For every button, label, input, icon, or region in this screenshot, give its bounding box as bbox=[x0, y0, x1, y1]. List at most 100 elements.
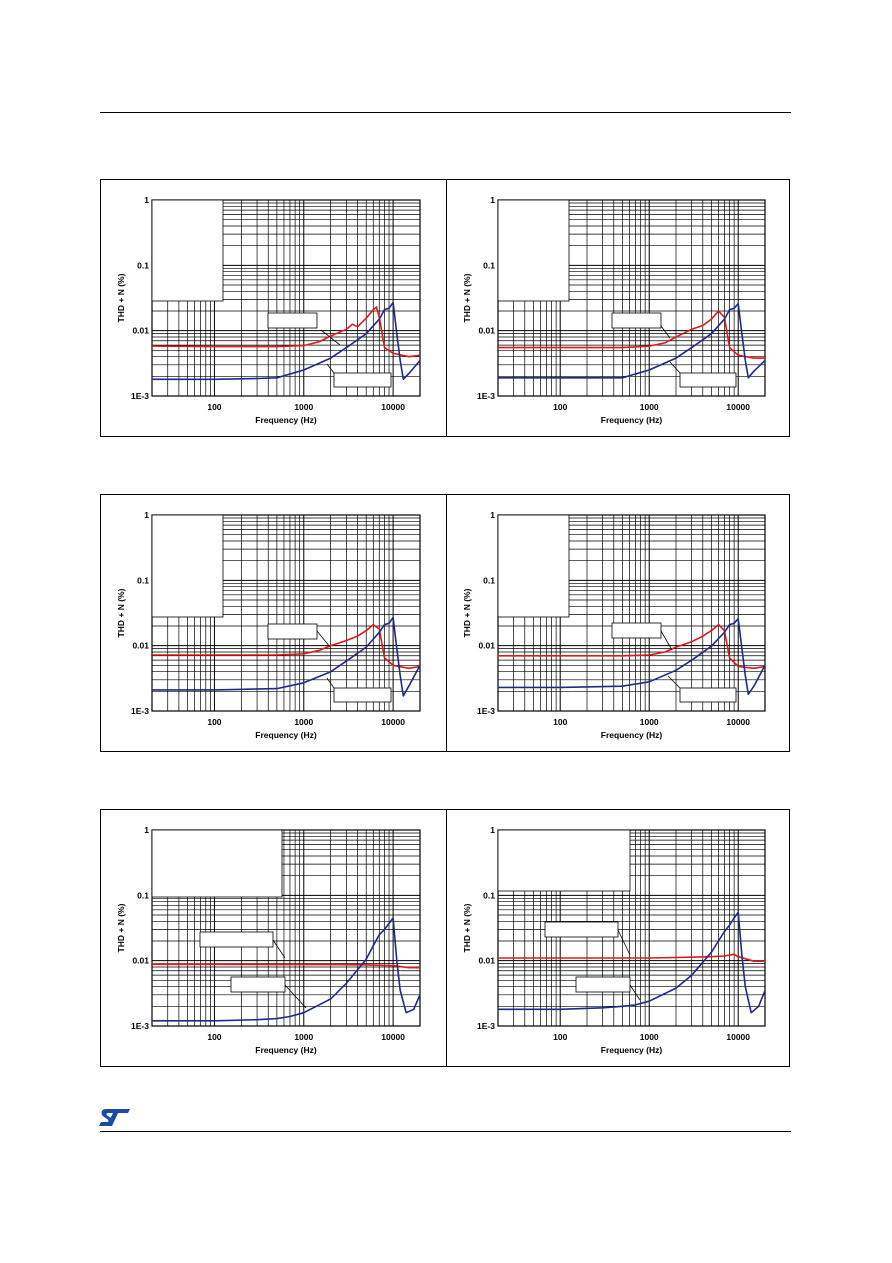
series-line-red bbox=[498, 623, 766, 670]
curve-label-leader bbox=[617, 929, 631, 956]
y-tick-label: 0.01 bbox=[132, 641, 149, 651]
thd-chart-2: 100 1000 10000 1E-3 0.01 0.1 1 Frequency (Hz) TH… bbox=[462, 195, 766, 425]
chart-row-divider bbox=[446, 810, 447, 1066]
y-axis-label: THD + N (%) bbox=[116, 273, 126, 322]
x-tick-label: 100 bbox=[207, 1032, 221, 1042]
plot-border bbox=[497, 829, 766, 1027]
curve-label-box bbox=[611, 312, 662, 329]
x-tick-label: 10000 bbox=[726, 717, 750, 727]
series-line-red bbox=[152, 623, 421, 670]
footer-rule bbox=[100, 1131, 791, 1132]
curve-label-box bbox=[199, 931, 274, 948]
y-axis-label: THD + N (%) bbox=[116, 903, 126, 952]
y-tick-label: 0.01 bbox=[478, 641, 495, 651]
curve-label-box bbox=[544, 921, 619, 938]
st-logo-icon bbox=[99, 1109, 130, 1126]
legend-box bbox=[151, 199, 224, 302]
curve-label-leader bbox=[272, 939, 286, 959]
x-tick-label: 100 bbox=[207, 402, 221, 412]
y-tick-label: 1E-3 bbox=[131, 1021, 149, 1031]
curve-label-leader bbox=[667, 675, 681, 689]
x-tick-label: 100 bbox=[207, 717, 221, 727]
x-tick-label: 10000 bbox=[381, 402, 405, 412]
curve-label-box bbox=[575, 976, 631, 993]
x-tick-label: 1000 bbox=[294, 1032, 313, 1042]
x-axis-label: Frequency (Hz) bbox=[255, 1045, 317, 1055]
curve-label-leader bbox=[326, 363, 335, 374]
y-tick-label: 1 bbox=[490, 825, 495, 835]
y-tick-label: 1E-3 bbox=[131, 706, 149, 716]
x-tick-label: 1000 bbox=[294, 717, 313, 727]
y-tick-label: 0.01 bbox=[478, 326, 495, 336]
chart-row-frame-1 bbox=[100, 179, 790, 437]
x-axis-label: Frequency (Hz) bbox=[255, 415, 317, 425]
y-tick-label: 1 bbox=[490, 510, 495, 520]
x-tick-label: 100 bbox=[553, 402, 567, 412]
x-tick-label: 1000 bbox=[640, 717, 659, 727]
thd-chart-6: 100 1000 10000 1E-3 0.01 0.1 1 Frequency (Hz) TH… bbox=[462, 825, 766, 1055]
curve-label-leader bbox=[284, 984, 307, 1009]
y-tick-label: 0.1 bbox=[483, 890, 495, 900]
legend-box bbox=[497, 829, 631, 892]
series-line-red bbox=[498, 310, 765, 359]
x-axis-label: Frequency (Hz) bbox=[601, 1045, 663, 1055]
y-tick-label: 0.1 bbox=[483, 575, 495, 585]
y-tick-label: 1E-3 bbox=[477, 1021, 495, 1031]
curve-label-box bbox=[267, 312, 318, 329]
curve-label-box bbox=[679, 687, 737, 703]
y-axis-label: THD + N (%) bbox=[462, 903, 472, 952]
y-tick-label: 0.01 bbox=[132, 956, 149, 966]
x-tick-label: 10000 bbox=[381, 717, 405, 727]
curve-label-box bbox=[333, 372, 392, 388]
x-tick-label: 1000 bbox=[640, 402, 659, 412]
thd-chart-4: 100 1000 10000 1E-3 0.01 0.1 1 Frequency (Hz) TH… bbox=[462, 510, 766, 740]
curve-label-leader bbox=[669, 361, 681, 374]
y-tick-label: 1 bbox=[144, 195, 149, 205]
series-line-blue bbox=[152, 917, 421, 1022]
curve-label-box bbox=[333, 687, 392, 703]
legend-box bbox=[497, 199, 570, 302]
curve-label-leader bbox=[320, 329, 341, 346]
curve-label-leader bbox=[660, 630, 673, 651]
x-tick-label: 10000 bbox=[726, 1032, 750, 1042]
series-line-red bbox=[498, 953, 765, 962]
x-tick-label: 100 bbox=[553, 717, 567, 727]
x-tick-label: 10000 bbox=[381, 1032, 405, 1042]
legend-box bbox=[497, 514, 570, 618]
thd-chart-1: 100 1000 10000 1E-3 0.01 0.1 1 Frequency (Hz) TH… bbox=[116, 195, 421, 425]
curve-label-leader bbox=[660, 325, 671, 339]
grid-horizontal bbox=[152, 829, 420, 1027]
chart-row-divider bbox=[446, 495, 447, 751]
y-tick-label: 1 bbox=[144, 825, 149, 835]
y-axis-label: THD + N (%) bbox=[462, 273, 472, 322]
series-line-blue bbox=[152, 616, 421, 697]
y-tick-label: 0.1 bbox=[483, 260, 495, 270]
chart-row-divider bbox=[446, 180, 447, 436]
y-tick-label: 0.01 bbox=[478, 956, 495, 966]
y-tick-label: 1E-3 bbox=[477, 391, 495, 401]
curve-label-box bbox=[679, 372, 737, 388]
chart-row-frame-3 bbox=[100, 809, 790, 1067]
curve-label-box bbox=[611, 622, 662, 639]
y-tick-label: 1E-3 bbox=[131, 391, 149, 401]
series-line-blue bbox=[152, 301, 421, 381]
plot-border bbox=[151, 829, 421, 1027]
y-axis-label: THD + N (%) bbox=[462, 588, 472, 637]
y-axis-label: THD + N (%) bbox=[116, 588, 126, 637]
curve-label-leader bbox=[629, 984, 641, 1001]
y-tick-label: 0.1 bbox=[137, 575, 149, 585]
thd-chart-3: 100 1000 10000 1E-3 0.01 0.1 1 Frequency (Hz) TH… bbox=[116, 510, 421, 740]
y-tick-label: 0.01 bbox=[132, 326, 149, 336]
curve-label-box bbox=[230, 976, 286, 993]
y-tick-label: 1 bbox=[490, 195, 495, 205]
y-tick-label: 1E-3 bbox=[477, 706, 495, 716]
legend-box bbox=[151, 829, 283, 898]
x-tick-label: 10000 bbox=[726, 402, 750, 412]
x-axis-label: Frequency (Hz) bbox=[255, 730, 317, 740]
curve-label-leader bbox=[316, 630, 331, 648]
series-line-red bbox=[152, 963, 420, 969]
curve-label-box bbox=[267, 623, 318, 640]
series-line-red bbox=[151, 306, 421, 358]
x-axis-label: Frequency (Hz) bbox=[601, 730, 663, 740]
x-tick-label: 1000 bbox=[294, 402, 313, 412]
